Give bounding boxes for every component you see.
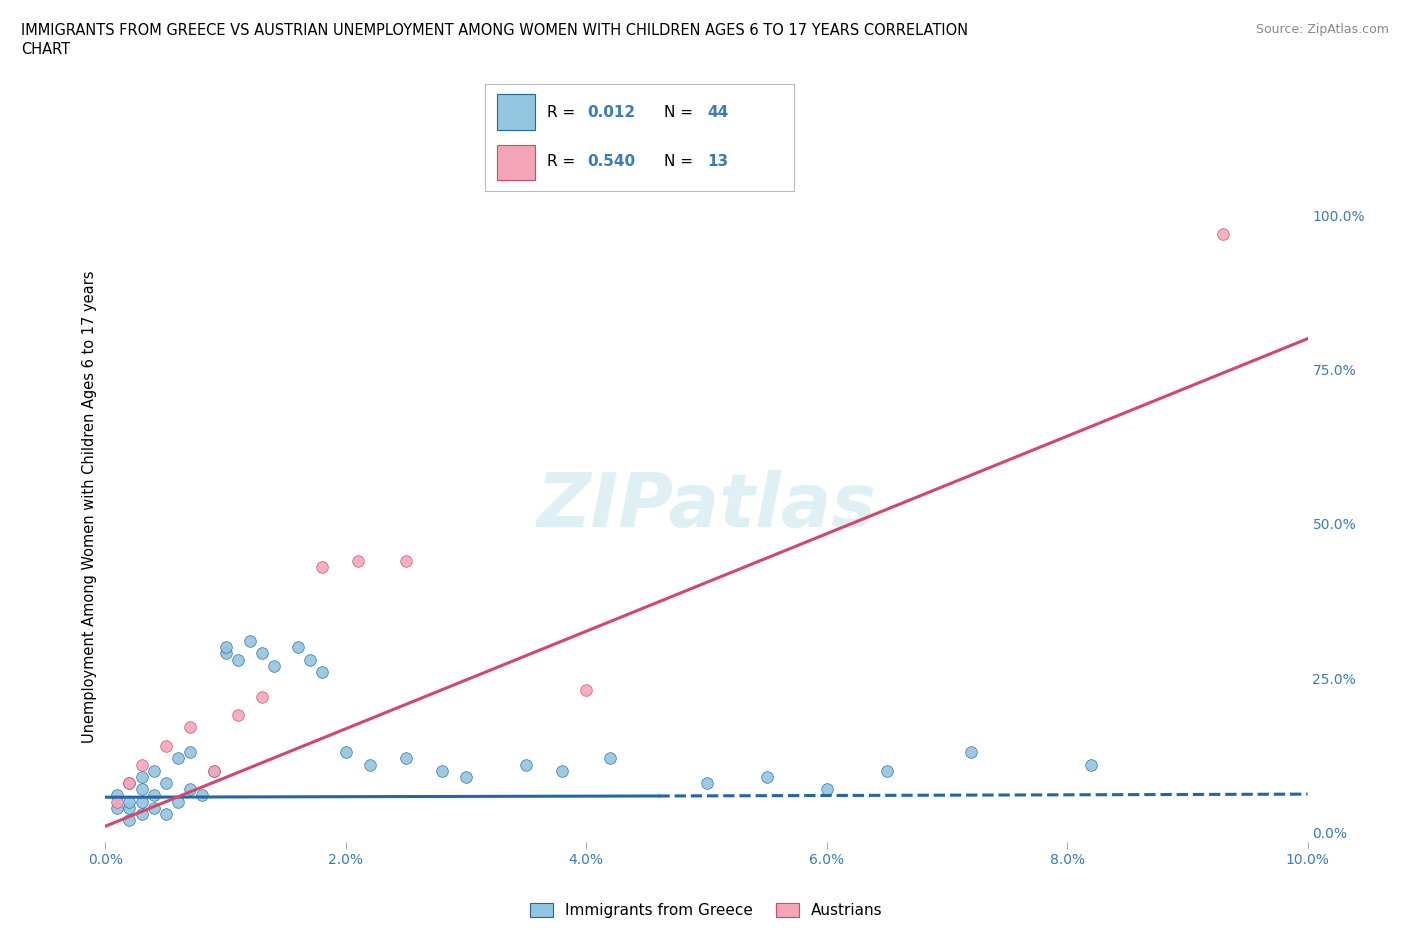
Point xyxy=(131,794,153,809)
Point xyxy=(202,764,225,778)
Point xyxy=(575,683,598,698)
Point xyxy=(287,640,309,655)
Text: N =: N = xyxy=(665,105,699,120)
Point xyxy=(142,764,165,778)
Text: 0.012: 0.012 xyxy=(588,105,636,120)
Point xyxy=(118,776,141,790)
Point xyxy=(430,764,453,778)
Point xyxy=(142,788,165,803)
Point xyxy=(226,652,249,667)
Point xyxy=(107,788,129,803)
Point xyxy=(226,708,249,723)
Point xyxy=(395,553,418,568)
Point xyxy=(347,553,370,568)
Point xyxy=(311,560,333,575)
Point xyxy=(551,764,574,778)
Text: ZIPatlas: ZIPatlas xyxy=(537,471,876,543)
Point xyxy=(214,640,236,655)
Point xyxy=(599,751,621,765)
Point xyxy=(263,658,285,673)
Point xyxy=(107,794,129,809)
Point xyxy=(876,764,898,778)
Point xyxy=(755,769,778,784)
Point xyxy=(214,646,236,661)
Point xyxy=(395,751,418,765)
Point xyxy=(118,794,141,809)
Point xyxy=(298,652,321,667)
Legend: Immigrants from Greece, Austrians: Immigrants from Greece, Austrians xyxy=(524,897,889,924)
Point xyxy=(250,646,273,661)
Point xyxy=(239,633,262,648)
Text: 13: 13 xyxy=(707,154,728,169)
Point xyxy=(131,757,153,772)
Text: R =: R = xyxy=(547,105,581,120)
Point xyxy=(131,782,153,797)
Text: IMMIGRANTS FROM GREECE VS AUSTRIAN UNEMPLOYMENT AMONG WOMEN WITH CHILDREN AGES 6: IMMIGRANTS FROM GREECE VS AUSTRIAN UNEMP… xyxy=(21,23,969,38)
Point xyxy=(515,757,537,772)
FancyBboxPatch shape xyxy=(498,145,534,180)
Point xyxy=(179,745,201,760)
Point xyxy=(142,801,165,816)
Point xyxy=(155,776,177,790)
Point xyxy=(202,764,225,778)
Point xyxy=(179,782,201,797)
Point xyxy=(155,806,177,821)
Text: 0.540: 0.540 xyxy=(588,154,636,169)
FancyBboxPatch shape xyxy=(498,95,534,129)
Point xyxy=(250,689,273,704)
Point xyxy=(166,794,188,809)
Point xyxy=(179,720,201,735)
Y-axis label: Unemployment Among Women with Children Ages 6 to 17 years: Unemployment Among Women with Children A… xyxy=(82,271,97,743)
Point xyxy=(118,813,141,828)
Point xyxy=(190,788,212,803)
Point xyxy=(335,745,357,760)
Point xyxy=(155,738,177,753)
Point xyxy=(696,776,718,790)
Point xyxy=(118,801,141,816)
Point xyxy=(166,751,188,765)
Point xyxy=(1212,226,1234,241)
Point xyxy=(960,745,983,760)
Point xyxy=(118,776,141,790)
Point xyxy=(454,769,477,784)
Text: 44: 44 xyxy=(707,105,730,120)
Point xyxy=(1080,757,1102,772)
Point xyxy=(815,782,838,797)
Point xyxy=(107,801,129,816)
Text: Source: ZipAtlas.com: Source: ZipAtlas.com xyxy=(1256,23,1389,36)
Point xyxy=(131,769,153,784)
Text: CHART: CHART xyxy=(21,42,70,57)
Point xyxy=(131,806,153,821)
Point xyxy=(359,757,381,772)
Text: N =: N = xyxy=(665,154,699,169)
Text: R =: R = xyxy=(547,154,581,169)
Point xyxy=(311,665,333,680)
